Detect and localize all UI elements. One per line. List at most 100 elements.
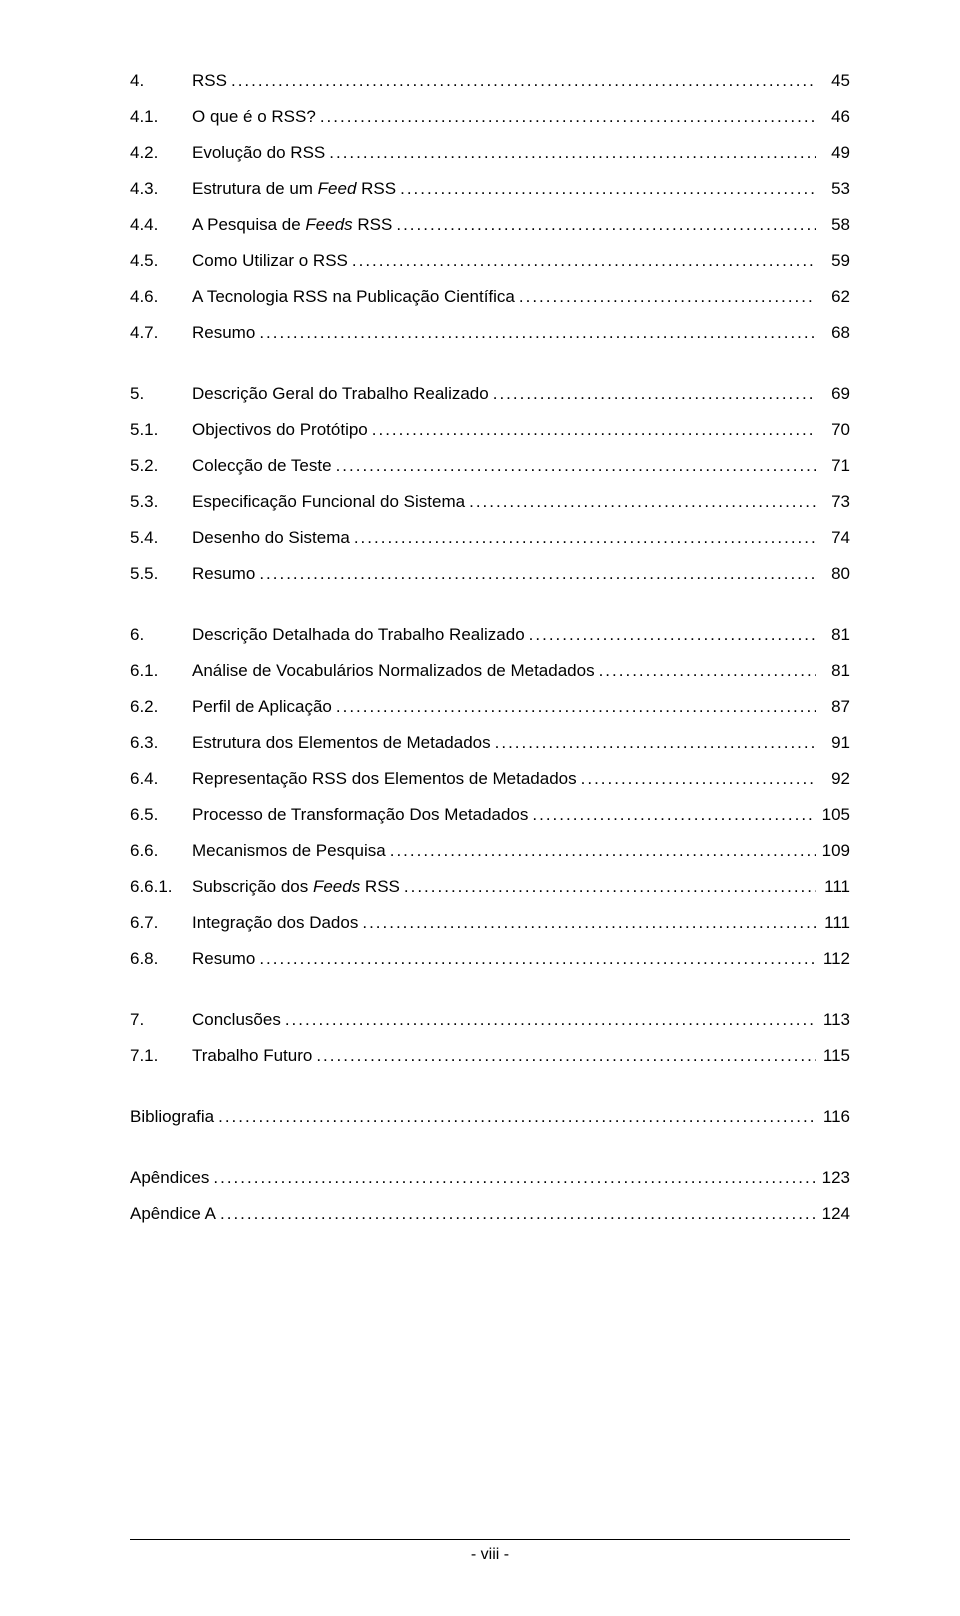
toc-entry-number: 4.4. (130, 216, 192, 233)
toc-leader-dots (577, 770, 816, 787)
toc-entry-number: 6.4. (130, 770, 192, 787)
toc-entry: 4.5.Como Utilizar o RSS59 (130, 252, 850, 269)
toc-entry: 6.8.Resumo112 (130, 950, 850, 967)
toc-entry-number: 6.6.1. (130, 878, 192, 895)
toc-entry-title: Evolução do RSS (192, 144, 325, 161)
toc-entry-title: Perfil de Aplicação (192, 698, 332, 715)
toc-leader-dots (392, 216, 816, 233)
toc-entry-number: 6.7. (130, 914, 192, 931)
footer-divider (130, 1539, 850, 1540)
toc-entry: 4.RSS45 (130, 72, 850, 89)
toc-entry: 6.6.1.Subscrição dos Feeds RSS 111 (130, 878, 850, 895)
toc-entry: 6.Descrição Detalhada do Trabalho Realiz… (130, 626, 850, 643)
toc-leader-dots (358, 914, 816, 931)
toc-leader-dots (214, 1108, 816, 1125)
toc-leader-dots (396, 180, 816, 197)
toc-entry-page: 62 (816, 288, 850, 305)
toc-leader-dots (528, 806, 816, 823)
toc-entry-title: Integração dos Dados (192, 914, 358, 931)
toc-leader-dots (255, 324, 816, 341)
toc-section: 4.RSS454.1.O que é o RSS?464.2.Evolução … (130, 72, 850, 341)
toc-entry-page: 124 (816, 1205, 850, 1222)
toc-entry-number: 5.1. (130, 421, 192, 438)
toc-section: Apêndices123 Apêndice A 124 (130, 1169, 850, 1222)
toc-entry: 4.6.A Tecnologia RSS na Publicação Cient… (130, 288, 850, 305)
toc-entry-title-em: Feeds (305, 215, 352, 234)
toc-entry-number: 4.2. (130, 144, 192, 161)
toc-entry: Apêndices123 (130, 1169, 850, 1186)
toc-entry-page: 92 (816, 770, 850, 787)
toc-entry-title: Apêndices (130, 1169, 209, 1186)
toc-entry-page: 59 (816, 252, 850, 269)
toc-entry-number: 6.5. (130, 806, 192, 823)
toc-entry-title: Resumo (192, 565, 255, 582)
toc-entry-page: 111 (816, 914, 850, 931)
toc-entry-number: 5.5. (130, 565, 192, 582)
toc-entry-page: 80 (816, 565, 850, 582)
toc-leader-dots (515, 288, 816, 305)
toc-entry-number: 6.6. (130, 842, 192, 859)
toc-leader-dots (348, 252, 816, 269)
toc-entry-title-post: RSS (353, 215, 393, 234)
toc-entry-title: Mecanismos de Pesquisa (192, 842, 386, 859)
toc-entry-title-pre: A Pesquisa de (192, 215, 305, 234)
toc-entry-title-post: RSS (360, 877, 400, 896)
toc-leader-dots (312, 1047, 816, 1064)
toc-entry-page: 87 (816, 698, 850, 715)
toc-leader-dots (465, 493, 816, 510)
toc-entry: 6.7.Integração dos Dados 111 (130, 914, 850, 931)
toc-entry-number: 4.7. (130, 324, 192, 341)
toc-entry-title: Análise de Vocabulários Normalizados de … (192, 662, 595, 679)
toc-entry-number: 7.1. (130, 1047, 192, 1064)
toc-leader-dots (368, 421, 816, 438)
toc-leader-dots (489, 385, 816, 402)
toc-entry-number: 4.6. (130, 288, 192, 305)
toc-entry: 5.1.Objectivos do Protótipo 70 (130, 421, 850, 438)
toc-entry-title: O que é o RSS? (192, 108, 316, 125)
toc-entry: 5.Descrição Geral do Trabalho Realizado 6… (130, 385, 850, 402)
toc-entry-page: 46 (816, 108, 850, 125)
toc-entry-title-em: Feed (318, 179, 357, 198)
toc-leader-dots (332, 698, 816, 715)
toc-entry-number: 5. (130, 385, 192, 402)
toc-entry-number: 4. (130, 72, 192, 89)
toc-entry-number: 5.3. (130, 493, 192, 510)
toc-entry-page: 109 (816, 842, 850, 859)
toc-leader-dots (227, 72, 816, 89)
toc-entry-title: Objectivos do Protótipo (192, 421, 368, 438)
toc-entry-title: Descrição Geral do Trabalho Realizado (192, 385, 489, 402)
toc-entry-page: 105 (816, 806, 850, 823)
toc-entry-title: Bibliografia (130, 1108, 214, 1125)
toc-entry-page: 111 (816, 878, 850, 895)
toc-entry: 4.2.Evolução do RSS49 (130, 144, 850, 161)
toc-leader-dots (595, 662, 816, 679)
toc-entry-title: A Tecnologia RSS na Publicação Científic… (192, 288, 515, 305)
toc-entry-title-pre: Subscrição dos (192, 877, 313, 896)
toc-entry-title: Processo de Transformação Dos Metadados (192, 806, 528, 823)
toc-leader-dots (255, 950, 816, 967)
toc-entry-title-em: Feeds (313, 877, 360, 896)
toc-entry: 4.1.O que é o RSS?46 (130, 108, 850, 125)
toc-leader-dots (325, 144, 816, 161)
toc-entry-page: 70 (816, 421, 850, 438)
toc-entry-title: Apêndice A (130, 1205, 216, 1222)
toc-entry-title-post: RSS (356, 179, 396, 198)
toc-entry: 6.2.Perfil de Aplicação87 (130, 698, 850, 715)
toc-entry: 6.6.Mecanismos de Pesquisa 109 (130, 842, 850, 859)
toc-section: 6.Descrição Detalhada do Trabalho Realiz… (130, 626, 850, 967)
toc-entry-page: 81 (816, 626, 850, 643)
toc-entry-number: 6.8. (130, 950, 192, 967)
toc-entry-title: Conclusões (192, 1011, 281, 1028)
toc-leader-dots (400, 878, 816, 895)
toc-leader-dots (332, 457, 816, 474)
toc-entry-page: 45 (816, 72, 850, 89)
toc-entry: 7.Conclusões113 (130, 1011, 850, 1028)
toc-section: 7.Conclusões1137.1.Trabalho Futuro115 (130, 1011, 850, 1064)
footer-page-number: - viii - (130, 1546, 850, 1564)
toc-entry-title: Subscrição dos Feeds RSS (192, 878, 400, 895)
toc-entry-title: A Pesquisa de Feeds RSS (192, 216, 392, 233)
toc-entry-page: 69 (816, 385, 850, 402)
toc-leader-dots (386, 842, 816, 859)
toc-entry-page: 81 (816, 662, 850, 679)
toc-entry-number: 5.2. (130, 457, 192, 474)
